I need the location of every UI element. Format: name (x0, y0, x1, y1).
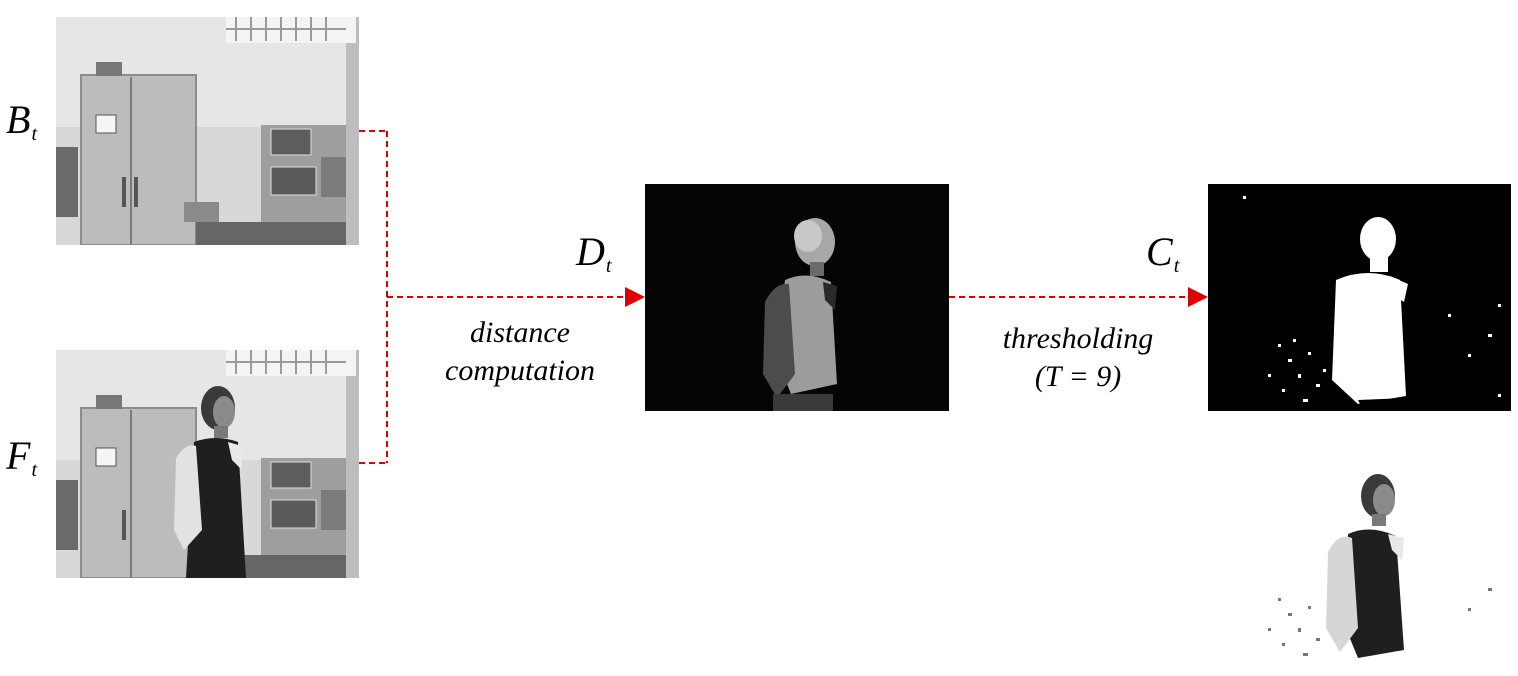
change-subscript: t (1173, 255, 1180, 277)
current-frame-image (56, 350, 359, 578)
difference-label: Dt (576, 229, 612, 277)
change-label: Ct (1146, 229, 1180, 277)
merge-bracket (359, 130, 388, 464)
difference-subscript: t (605, 255, 612, 277)
distance-caption-line2: computation (445, 354, 595, 387)
background-subscript: t (31, 123, 37, 145)
threshold-caption-line1: thresholding (1002, 322, 1154, 355)
background-label: Bt (6, 97, 37, 145)
difference-image (645, 184, 949, 411)
distance-caption-line1: distance (470, 316, 570, 349)
frame-subscript: t (31, 459, 37, 481)
frame-symbol: F (6, 433, 31, 478)
threshold-caption-line2: (T = 9) (1034, 360, 1122, 393)
distance-caption: distance computation (420, 314, 620, 390)
change-mask-image (1208, 184, 1511, 411)
difference-symbol: D (576, 229, 605, 274)
frame-label: Ft (6, 433, 37, 481)
background-symbol: B (6, 97, 31, 142)
change-symbol: C (1146, 229, 1173, 274)
threshold-caption: thresholding (T = 9) (968, 320, 1188, 396)
masked-foreground-image (1208, 438, 1511, 665)
background-frame-image (56, 17, 359, 245)
